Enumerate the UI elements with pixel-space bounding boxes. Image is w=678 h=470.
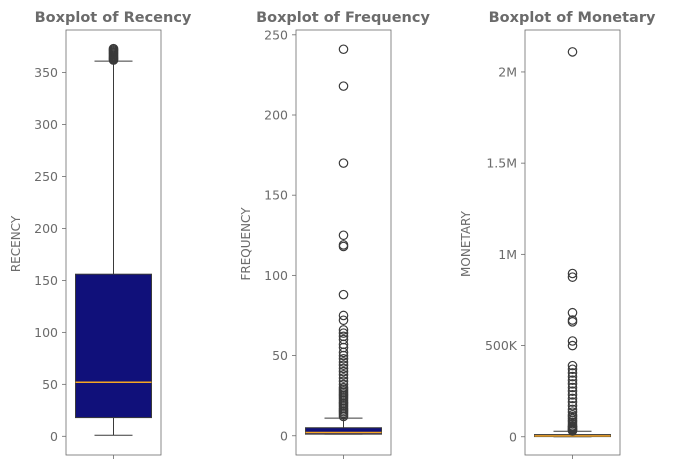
frequency-outlier-point — [338, 158, 349, 168]
monetary-y-ticks: 0 500K 1M 1.5M 2M — [485, 64, 525, 444]
frequency-outlier-point — [338, 325, 349, 335]
monetary-y-tick-label: 0 — [509, 429, 517, 444]
frequency-outlier-point — [338, 310, 349, 321]
frequency-outlier-point — [338, 382, 349, 393]
frequency-outlier-point — [338, 230, 349, 241]
monetary-outlier-point — [567, 307, 578, 318]
frequency-outlier-point — [338, 289, 349, 300]
frequency-outlier-point — [338, 373, 349, 383]
recency-boxplot-panel: Boxplot of Recency RECENCY 0 50 100 150 200 2… — [9, 10, 192, 459]
recency-y-tick-label: 0 — [50, 429, 58, 444]
recency-boxplot-marks — [75, 43, 152, 436]
monetary-outlier-point — [567, 368, 578, 378]
monetary-outlier-point — [567, 315, 578, 325]
recency-iqr-box — [75, 273, 152, 419]
frequency-y-tick-label: 250 — [264, 27, 288, 42]
monetary-outlier-point — [567, 404, 578, 415]
monetary-outlier-point — [567, 272, 578, 282]
frequency-outlier-point — [338, 44, 349, 55]
frequency-y-ticks: 0 50 100 150 200 250 — [264, 27, 296, 443]
monetary-outlier-point — [567, 407, 578, 417]
recency-plot-title: Boxplot of Recency — [35, 10, 192, 26]
frequency-outlier-point — [338, 370, 349, 380]
frequency-outlier-point — [338, 353, 349, 364]
monetary-outlier-point — [567, 336, 578, 346]
frequency-y-tick-label: 0 — [280, 428, 288, 443]
frequency-outlier-point — [338, 334, 349, 345]
frequency-plot-title: Boxplot of Frequency — [256, 10, 430, 26]
frequency-outlier-point — [338, 331, 349, 342]
recency-y-tick-label: 150 — [34, 273, 58, 288]
frequency-boxplot-panel: Boxplot of Frequency FREQUENCY 0 50 100 150… — [239, 10, 430, 459]
monetary-outlier-point — [567, 400, 578, 411]
monetary-outlier-point — [567, 360, 578, 371]
monetary-outlier-point — [567, 393, 578, 404]
monetary-outlier-point — [567, 410, 578, 420]
recency-y-tick-label: 200 — [34, 221, 58, 236]
frequency-outlier-point — [338, 379, 349, 390]
frequency-outlier-point — [338, 363, 349, 374]
monetary-y-tick-label: 1.5M — [486, 156, 517, 171]
monetary-outlier-point — [567, 268, 578, 279]
monetary-y-tick-label: 2M — [498, 64, 517, 79]
frequency-outlier-point — [338, 357, 349, 367]
frequency-outlier-point — [338, 360, 349, 370]
frequency-outlier-point — [338, 240, 349, 250]
frequency-y-tick-label: 100 — [264, 268, 288, 283]
monetary-outlier-point — [567, 47, 578, 57]
frequency-outlier-point — [338, 366, 349, 377]
monetary-boxplot-marks — [534, 47, 611, 438]
monetary-boxplot-panel: Boxplot of Monetary MONETARY 0 500K 1M 1.5M… — [459, 10, 656, 459]
monetary-outlier-point — [567, 340, 578, 351]
frequency-outlier-point — [338, 315, 349, 326]
monetary-outlier-point — [567, 364, 578, 375]
recency-y-tick-label: 300 — [34, 117, 58, 132]
frequency-y-tick-label: 50 — [272, 348, 288, 363]
frequency-y-axis-label: FREQUENCY — [239, 207, 253, 281]
monetary-plot-title: Boxplot of Monetary — [489, 10, 656, 26]
frequency-outlier-point — [338, 376, 349, 387]
monetary-outlier-point — [567, 379, 578, 389]
recency-y-tick-label: 100 — [34, 325, 58, 340]
frequency-outlier-point — [338, 328, 349, 338]
recency-y-tick-label: 250 — [34, 169, 58, 184]
monetary-outlier-point — [567, 397, 578, 407]
recency-y-tick-label: 50 — [42, 377, 58, 392]
frequency-outlier-point — [338, 81, 349, 91]
recency-y-ticks: 0 50 100 150 200 250 300 350 — [34, 65, 66, 444]
frequency-y-tick-label: 150 — [264, 188, 288, 203]
monetary-outlier-point — [567, 371, 578, 382]
monetary-outlier-point — [567, 375, 578, 386]
frequency-y-tick-label: 200 — [264, 108, 288, 123]
recency-y-axis-label: RECENCY — [9, 215, 23, 272]
frequency-boxplot-marks — [305, 44, 382, 435]
monetary-y-tick-label: 1M — [498, 247, 517, 262]
monetary-y-tick-label: 500K — [485, 338, 518, 353]
recency-outlier-point — [108, 43, 119, 54]
frequency-iqr-box — [305, 427, 382, 435]
monetary-outlier-point — [567, 386, 578, 396]
monetary-y-axis-label: MONETARY — [459, 210, 473, 277]
monetary-outlier-point — [567, 382, 578, 393]
monetary-outlier-point — [567, 390, 578, 400]
recency-y-tick-label: 350 — [34, 65, 58, 80]
